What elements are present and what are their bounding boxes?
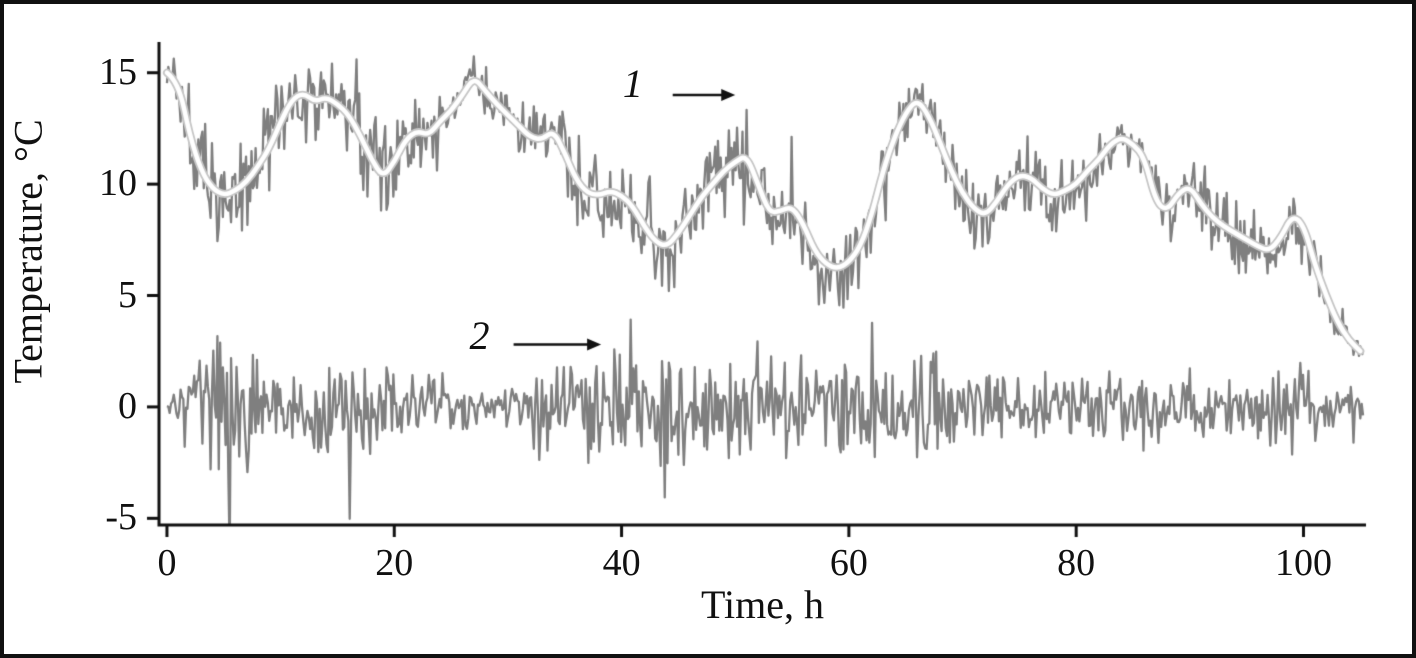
- x-axis-title: Time, h: [700, 582, 824, 627]
- y-tick-label: -5: [105, 496, 137, 539]
- y-tick-label: 0: [118, 384, 137, 427]
- x-tick-label: 0: [157, 542, 177, 584]
- series-annotation-label: 1: [622, 61, 643, 107]
- x-tick-label: 40: [602, 542, 641, 584]
- chart-canvas: [4, 4, 1412, 654]
- y-tick-label: 5: [118, 273, 137, 316]
- x-tick-label: 60: [829, 542, 868, 584]
- x-tick-label: 100: [1274, 542, 1332, 584]
- y-axis-title: Temperature, °C: [5, 118, 51, 383]
- x-tick-label: 20: [375, 542, 414, 584]
- x-tick-label: 80: [1057, 542, 1096, 584]
- y-tick-label: 10: [99, 162, 137, 205]
- y-tick-label: 15: [99, 50, 137, 93]
- series-annotation-label: 2: [469, 312, 490, 358]
